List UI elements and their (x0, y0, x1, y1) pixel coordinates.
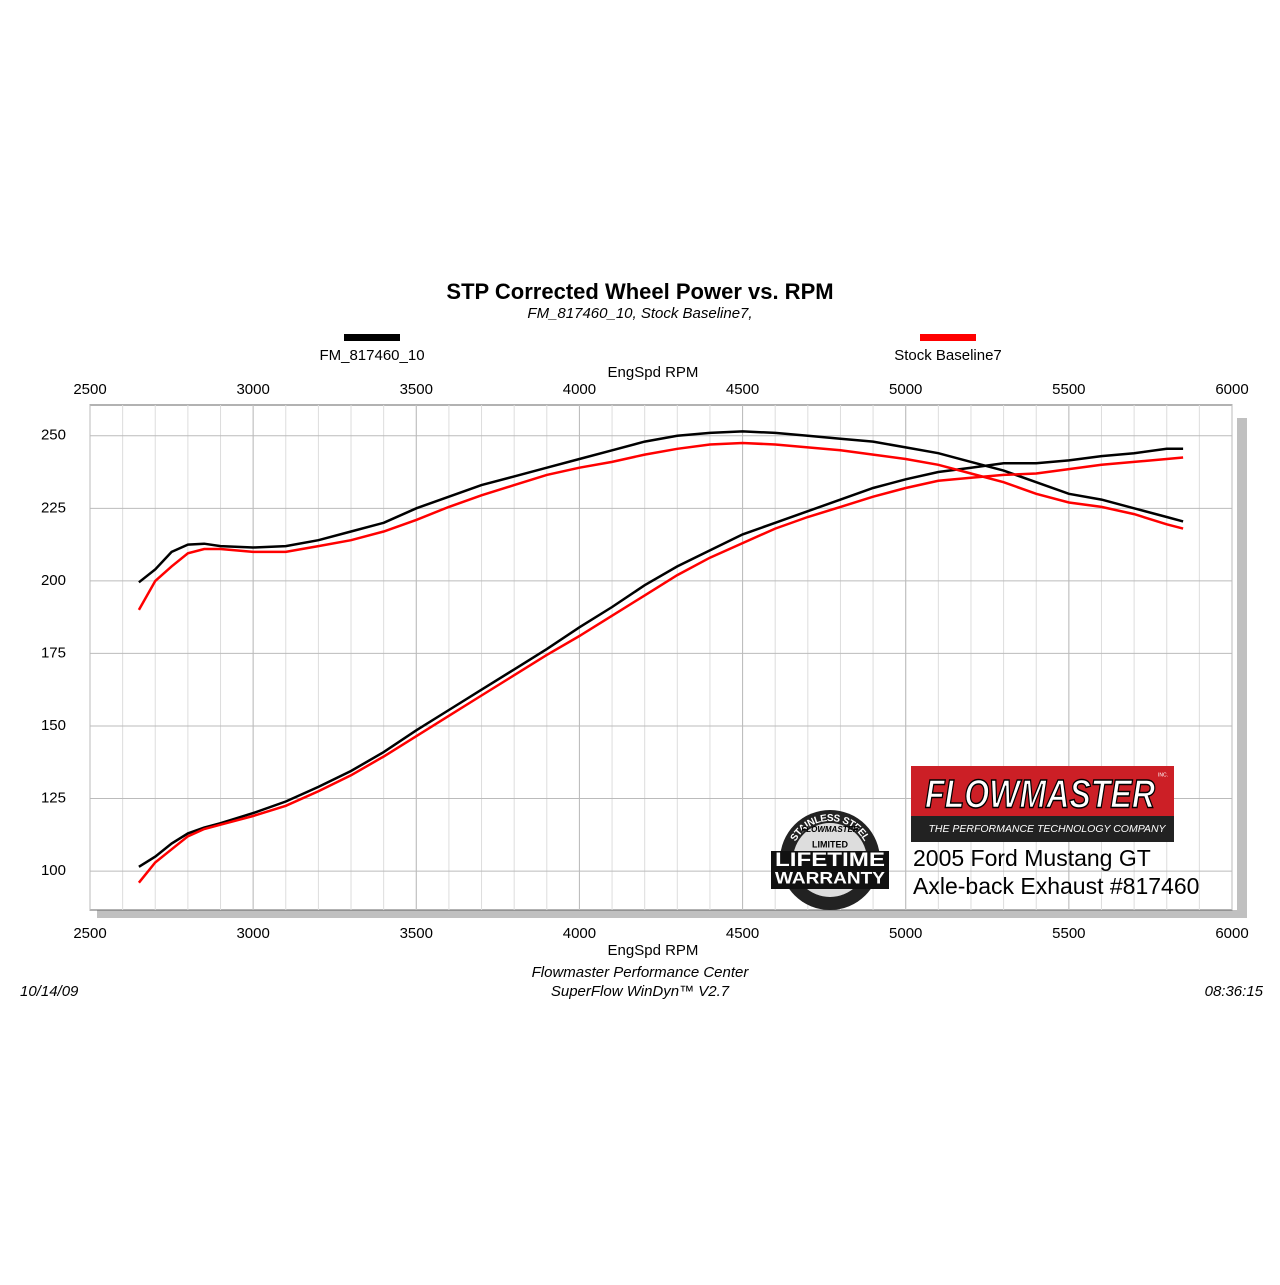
y-tick-label: 175 (41, 644, 66, 661)
shadow (97, 910, 1247, 918)
y-tick-label: 125 (41, 790, 66, 807)
footer: SuperFlow WinDyn™ V2.7 (551, 983, 730, 1000)
chart-subtitle: FM_817460_10, Stock Baseline7, (527, 305, 752, 322)
x-tick-label: 4500 (726, 381, 759, 398)
y-tick-label: 100 (41, 862, 66, 879)
x-tick-label: 3000 (236, 381, 269, 398)
series-line (138, 430, 1184, 584)
chart-title: STP Corrected Wheel Power vs. RPM (446, 279, 833, 304)
x-tick-label: 6000 (1215, 925, 1248, 942)
logo-tagline: THE PERFORMANCE TECHNOLOGY COMPANY (928, 823, 1166, 835)
x-tick-label: 4500 (726, 925, 759, 942)
x-tick-label: 2500 (73, 925, 106, 942)
badge-banner (771, 851, 889, 889)
footer: Flowmaster Performance Center (532, 964, 750, 981)
badge-line: WARRANTY (775, 868, 886, 887)
x-tick-label: 5000 (889, 381, 922, 398)
badge-limited: LIMITED (812, 839, 848, 849)
badge-brand: FLOWMASTER (801, 825, 859, 834)
x-tick-label: 2500 (73, 381, 106, 398)
series-line (137, 456, 1184, 884)
x-tick-label: 5500 (1052, 925, 1085, 942)
legend-swatch (344, 334, 400, 341)
badge: STAINLESS STEEL FLOWMASTER LIMITED LIFET… (771, 810, 889, 910)
y-tick-label: 200 (41, 572, 66, 589)
legend-swatch (920, 334, 976, 341)
y-tick-label: 150 (41, 717, 66, 734)
footer-time: 08:36:15 (1205, 983, 1264, 1000)
x-tick-label: 3000 (236, 925, 269, 942)
x-axis-label: EngSpd RPM (608, 942, 699, 959)
y-tick-label: 250 (41, 427, 66, 444)
logo-band (911, 816, 1174, 842)
x-tick-label: 4000 (563, 381, 596, 398)
caption: Axle-back Exhaust #817460 (913, 873, 1199, 899)
x-tick-label: 4000 (563, 925, 596, 942)
footer-date: 10/14/09 (20, 983, 79, 1000)
x-tick-label: 5500 (1052, 381, 1085, 398)
caption: 2005 Ford Mustang GT (913, 845, 1151, 871)
series-line (137, 441, 1184, 611)
series-line (138, 447, 1184, 868)
logo-brand: FLOWMASTER (925, 773, 1155, 817)
x-tick-label: 5000 (889, 925, 922, 942)
badge-line: LIFETIME (775, 850, 885, 871)
x-tick-label: 3500 (400, 925, 433, 942)
legend-label: Stock Baseline7 (894, 347, 1002, 364)
x-tick-label: 3500 (400, 381, 433, 398)
shadow (1237, 418, 1247, 918)
x-tick-label: 6000 (1215, 381, 1248, 398)
logo-inc: INC. (1158, 772, 1168, 778)
legend-label: FM_817460_10 (319, 347, 424, 364)
x-axis-label: EngSpd RPM (608, 364, 699, 381)
logo: FLOWMASTER INC. THE PERFORMANCE TECHNOLO… (911, 766, 1174, 842)
y-tick-label: 225 (41, 499, 66, 516)
